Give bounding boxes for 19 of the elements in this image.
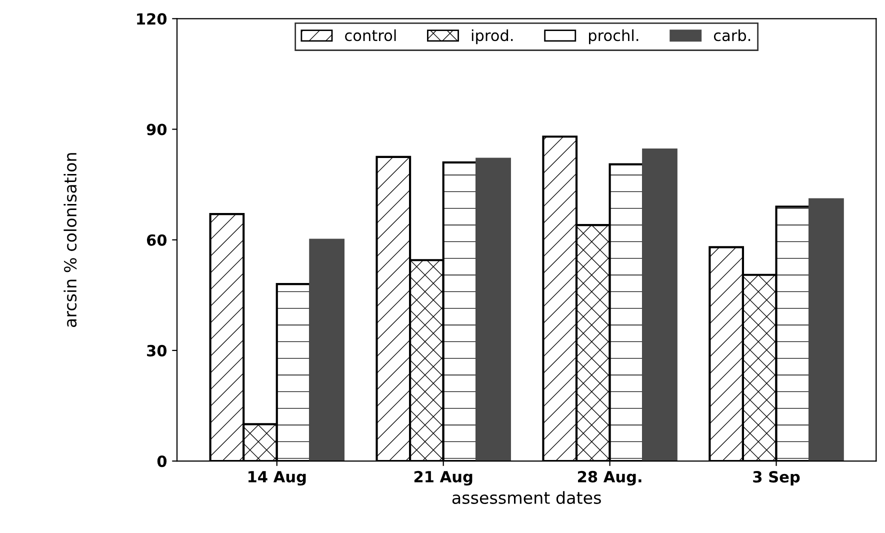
x-tick-label: 14 Aug [248,471,306,486]
y-tick-label: 0 [157,456,167,468]
y-tick-label: 120 [137,13,167,25]
x-tick-label: 21 Aug [414,470,472,486]
bar [808,198,844,462]
x-tick-label: 3 Sep [753,471,800,486]
x-axis-title: assessment dates [452,491,601,504]
x-tick-label: 28 Aug. [578,470,642,486]
legend-label: control [345,29,396,42]
legend-label: iprod. [472,29,513,44]
y-tick-label: 60 [146,234,167,246]
legend-label: carb. [714,29,750,42]
bar [642,148,678,462]
bar [309,238,345,462]
y-tick-label: 90 [146,124,167,136]
y-tick-label: 30 [147,344,167,356]
bar [476,158,511,462]
y-axis-title: arcsin % colonisation [64,153,77,328]
legend-label: prochl. [589,29,638,44]
